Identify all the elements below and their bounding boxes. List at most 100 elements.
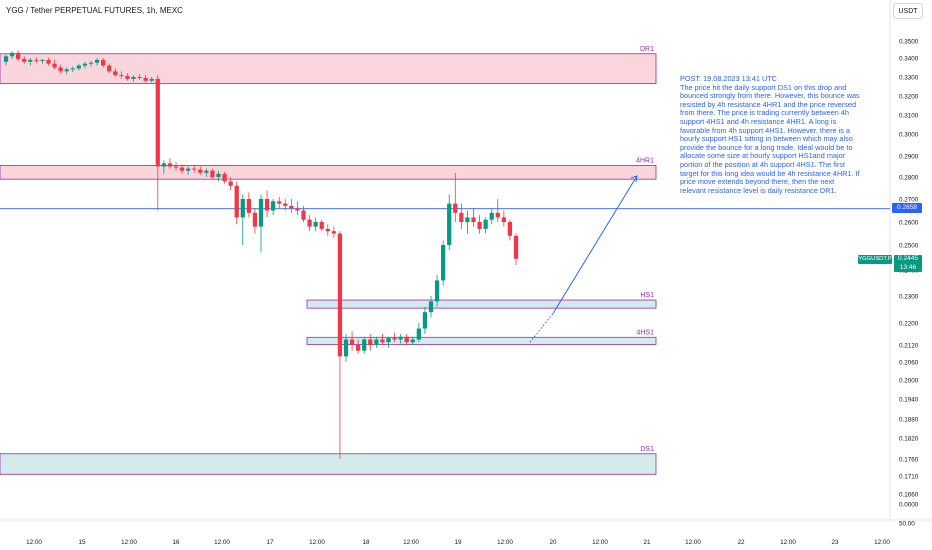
x-tick-label: 19: [454, 539, 462, 546]
candle-body: [398, 336, 403, 340]
zone-4hs1: [306, 336, 657, 345]
note-timestamp: POST: 19.08.2023 13:41 UTC: [680, 74, 777, 83]
projection-arrowhead: [630, 175, 638, 183]
candle-body: [386, 338, 391, 343]
horizontal-line-price-label: 0.2658: [892, 203, 922, 213]
candle-body: [198, 169, 203, 173]
candle-body: [380, 339, 385, 343]
candle-body: [489, 212, 494, 220]
candle-body: [210, 170, 215, 177]
x-tick-label: 12:00: [309, 539, 325, 546]
candle-body: [125, 76, 130, 79]
x-tick-label: 15: [78, 539, 86, 546]
y-tick-label: 0.1940: [899, 397, 919, 404]
candle-body: [222, 173, 227, 182]
x-tick-label: 12:00: [685, 539, 701, 546]
candle-body: [325, 228, 330, 232]
x-tick-label: 12:00: [403, 539, 419, 546]
candle-body: [82, 63, 88, 66]
candle-body: [404, 336, 409, 343]
candle-body: [313, 222, 318, 227]
x-tick-label: 12:00: [26, 539, 42, 546]
candle-body: [113, 71, 118, 76]
y-tick-label: 0.2700: [899, 197, 919, 204]
candle-body: [271, 201, 276, 211]
symbol-tag: YGGUSDT.P: [858, 255, 892, 264]
candle-body: [143, 77, 148, 81]
candle-body: [161, 163, 166, 167]
candle-body: [52, 63, 57, 68]
zone-hs1: [306, 299, 657, 309]
y-tick-label: 0.3500: [899, 39, 919, 46]
candle-body: [483, 219, 488, 229]
candle-body: [434, 280, 440, 302]
zone-4hr1: [0, 165, 657, 180]
candle-body: [204, 170, 209, 173]
candle-body: [119, 75, 124, 77]
zone-label-hs1: HS1: [640, 292, 654, 299]
candle-body: [477, 222, 482, 229]
y-tick-label: 0.2600: [899, 220, 919, 227]
y-tick-label: 0.1660: [899, 492, 919, 499]
candle-body: [64, 69, 69, 72]
candle-body: [495, 212, 500, 218]
candle-body: [240, 199, 245, 218]
symbol-title: YGG / Tether PERPETUAL FUTURES, 1h, MEXC: [6, 6, 183, 15]
candle-body: [167, 163, 173, 167]
candle-body: [465, 217, 470, 222]
x-tick-label: 20: [549, 539, 557, 546]
candle-body: [16, 52, 21, 59]
currency-selector[interactable]: USDT: [893, 3, 923, 19]
candle-body: [441, 245, 446, 281]
candle-body: [513, 235, 519, 259]
y-tick-label: 0.0000: [899, 502, 919, 509]
zone-label-4hs1: 4HS1: [636, 329, 654, 336]
y-tick-label: 0.2060: [899, 360, 919, 367]
candle-body: [34, 59, 39, 61]
candle-body: [137, 77, 142, 78]
candle-body: [3, 56, 9, 62]
candle-body: [234, 185, 239, 218]
candle-body: [356, 345, 361, 351]
candle-body: [283, 203, 288, 206]
x-tick-label: 22: [737, 539, 745, 546]
y-tick-label: 0.2800: [899, 175, 919, 182]
x-tick-label: 12:00: [121, 539, 137, 546]
candle-body: [301, 210, 306, 220]
x-tick-label: 12:00: [592, 539, 608, 546]
candle-body: [155, 78, 160, 167]
candle-body: [416, 328, 421, 340]
candle-body: [76, 65, 81, 69]
x-tick-label: 12:00: [214, 539, 230, 546]
x-tick-label: 16: [172, 539, 180, 546]
candle-body: [471, 217, 476, 222]
last-price-value: 0.2445 13:46: [894, 255, 922, 272]
candle-body: [264, 199, 270, 211]
candle-body: [410, 339, 415, 343]
candle-body: [362, 339, 367, 351]
candle-body: [374, 339, 379, 345]
y-tick-label: 0.3400: [899, 56, 919, 63]
zone-label-ds1: DS1: [640, 446, 654, 453]
projection-dotted: [529, 313, 554, 343]
y-tick-label: 0.1710: [899, 474, 919, 481]
y-tick-label: 0.3200: [899, 94, 919, 101]
candle-body: [179, 167, 185, 171]
y-tick-label: 0.2200: [899, 321, 919, 328]
candle-body: [295, 208, 300, 211]
candle-body: [459, 212, 464, 222]
last-price-tag: YGGUSDT.P 0.2445 13:46: [858, 255, 922, 272]
y-tick-label: 0.2500: [899, 243, 919, 250]
candle-body: [186, 168, 191, 171]
y-tick-label: 0.3000: [899, 132, 919, 139]
candle-body: [9, 52, 15, 57]
candle-body: [392, 338, 397, 340]
candle-body: [343, 339, 349, 357]
y-tick-label: 0.2000: [899, 378, 919, 385]
bar-countdown: 13:46: [899, 263, 917, 271]
candle-body: [101, 59, 106, 66]
x-tick-label: 18: [362, 539, 370, 546]
candle-body: [192, 168, 197, 170]
y-tick-label: 0.1760: [899, 457, 919, 464]
